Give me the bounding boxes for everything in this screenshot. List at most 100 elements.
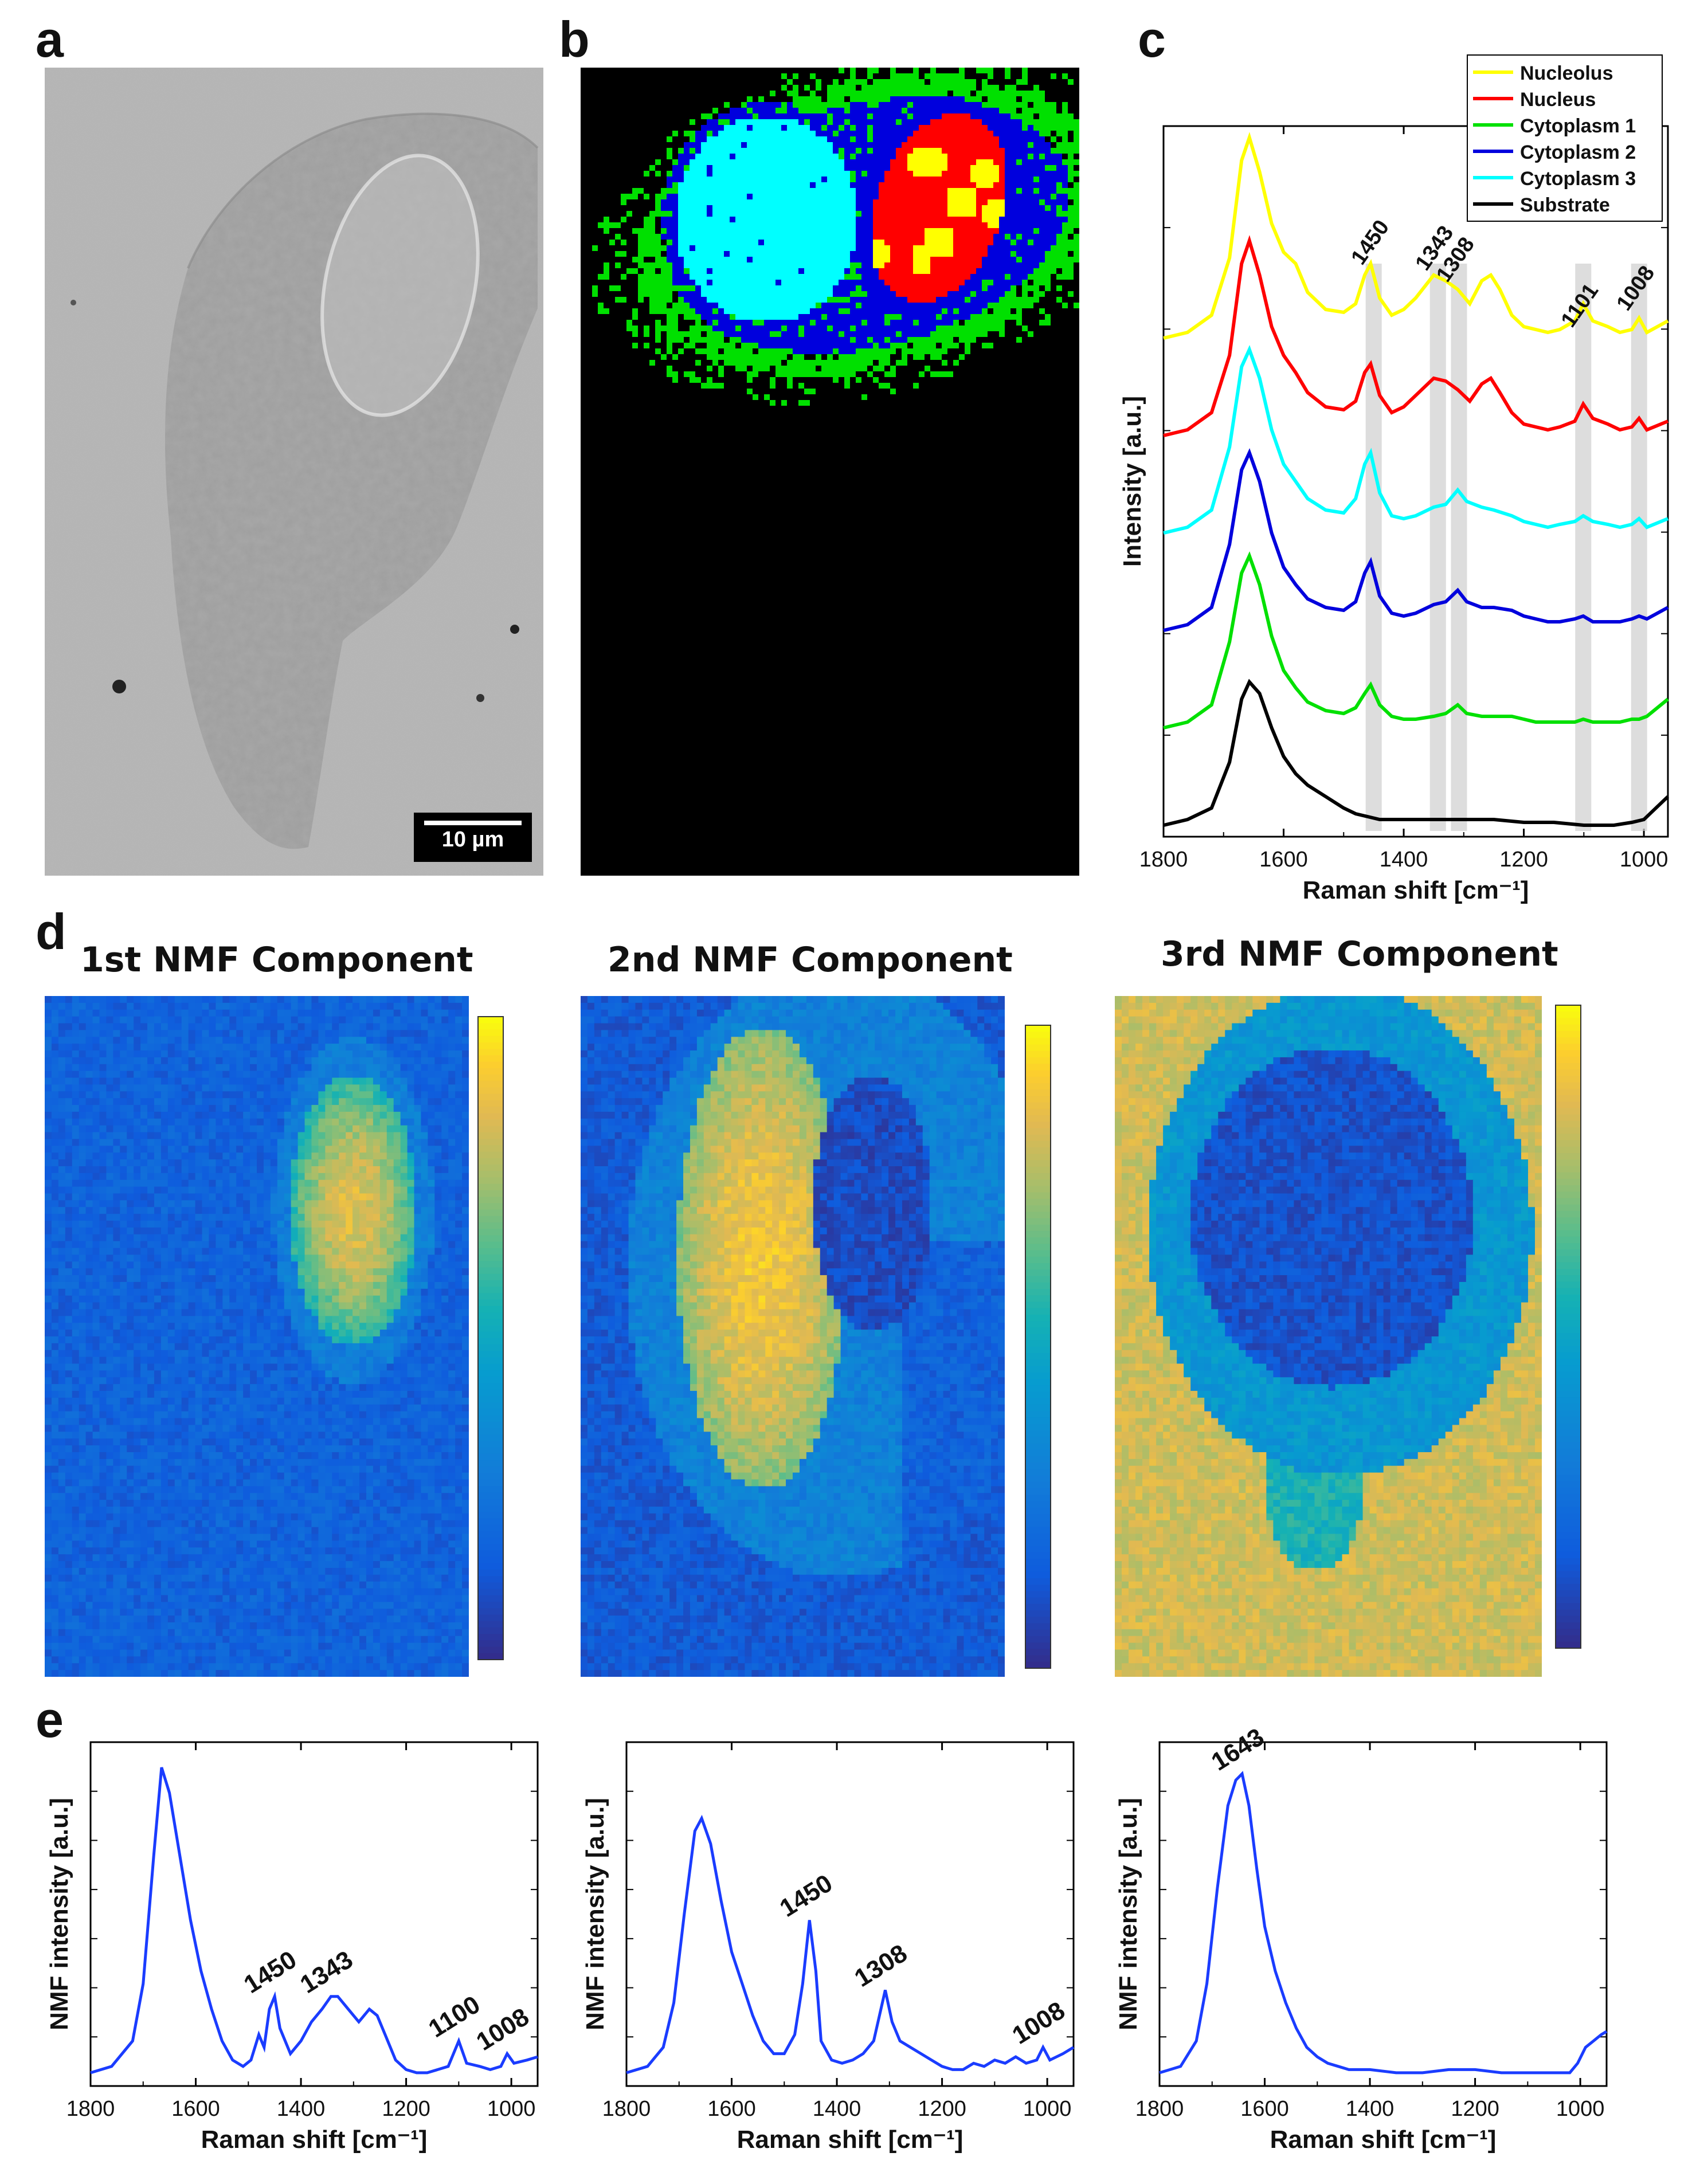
nmf-pixel	[332, 1064, 339, 1072]
cluster-pixel	[930, 96, 936, 102]
nmf-pixel	[428, 996, 435, 1003]
cluster-pixel	[695, 348, 701, 354]
cluster-pixel	[816, 274, 821, 280]
cluster-pixel	[896, 251, 902, 257]
nmf-pixel	[216, 1146, 223, 1153]
cluster-pixel	[982, 102, 988, 108]
nmf-pixel	[243, 1050, 250, 1058]
nmf-pixel	[140, 1050, 148, 1058]
nmf-pixel	[140, 1139, 148, 1146]
cluster-pixel	[988, 148, 993, 154]
cluster-pixel	[775, 113, 781, 119]
cluster-pixel	[775, 194, 781, 199]
cluster-pixel	[695, 251, 701, 257]
nmf-pixel	[297, 1016, 305, 1024]
nmf-pixel	[277, 1132, 285, 1140]
cluster-pixel	[1068, 177, 1074, 182]
cluster-pixel	[1016, 245, 1022, 251]
cluster-pixel	[827, 326, 833, 331]
cluster-pixel	[827, 91, 833, 96]
cluster-pixel	[925, 240, 930, 245]
cluster-pixel	[1028, 234, 1033, 240]
cluster-pixel	[913, 354, 919, 360]
cluster-pixel	[988, 285, 993, 291]
cluster-pixel	[1028, 148, 1033, 154]
nmf-pixel	[304, 996, 312, 1003]
cluster-pixel	[867, 297, 873, 303]
cluster-pixel	[890, 154, 896, 159]
nmf-pixel	[448, 1064, 456, 1072]
cluster-pixel	[913, 291, 919, 297]
cluster-pixel	[902, 131, 907, 136]
cluster-pixel	[1062, 222, 1068, 228]
cluster-pixel	[804, 131, 810, 136]
nmf-pixel	[257, 1057, 264, 1065]
peak-band	[1451, 264, 1467, 831]
nmf-pixel	[386, 1050, 394, 1058]
cluster-pixel	[896, 199, 902, 205]
cluster-pixel	[947, 96, 953, 102]
cluster-pixel	[1005, 108, 1010, 113]
nmf-pixel	[284, 1002, 292, 1010]
nmf-pixel	[393, 1125, 401, 1133]
cluster-pixel	[884, 297, 890, 303]
cluster-pixel	[667, 199, 672, 205]
cluster-pixel	[965, 228, 970, 234]
cluster-pixel	[747, 389, 753, 394]
cluster-pixel	[678, 148, 684, 154]
cluster-pixel	[821, 348, 827, 354]
cluster-pixel	[764, 320, 770, 326]
cluster-pixel	[758, 142, 764, 148]
cluster-pixel	[873, 257, 879, 262]
nmf-pixel	[455, 1023, 463, 1030]
cluster-pixel	[724, 280, 730, 285]
cluster-pixel	[873, 113, 879, 119]
cluster-pixel	[970, 102, 976, 108]
nmf-pixel	[92, 1002, 100, 1010]
cluster-pixel	[1062, 199, 1068, 205]
cluster-pixel	[844, 257, 850, 262]
cluster-pixel	[1039, 108, 1045, 113]
cluster-pixel	[1045, 131, 1051, 136]
cluster-pixel	[833, 303, 839, 308]
cluster-pixel	[959, 326, 965, 331]
nmf-pixel	[393, 1118, 401, 1126]
cluster-pixel	[672, 262, 678, 268]
nmf-pixel	[407, 1152, 415, 1160]
cluster-pixel	[690, 159, 695, 165]
nmf-pixel	[140, 1146, 148, 1153]
cluster-pixel	[861, 222, 867, 228]
cluster-pixel	[982, 194, 988, 199]
nmf-pixel	[250, 1105, 257, 1112]
cluster-pixel	[730, 113, 735, 119]
cluster-pixel	[930, 291, 936, 297]
cluster-pixel	[827, 343, 833, 348]
cluster-pixel	[1028, 194, 1033, 199]
cluster-pixel	[821, 217, 827, 222]
nmf-pixel	[311, 1071, 319, 1079]
cluster-pixel	[850, 91, 856, 96]
cluster-pixel	[861, 205, 867, 211]
cluster-pixel	[804, 331, 810, 337]
cluster-pixel	[1028, 171, 1033, 177]
cluster-pixel	[844, 159, 850, 165]
cluster-pixel	[821, 148, 827, 154]
cluster-pixel	[884, 136, 890, 142]
cluster-pixel	[827, 113, 833, 119]
cluster-pixel	[724, 257, 730, 262]
cluster-pixel	[741, 177, 747, 182]
cluster-pixel	[804, 234, 810, 240]
cluster-pixel	[890, 108, 896, 113]
cluster-pixel	[1068, 228, 1074, 234]
cluster-pixel	[684, 268, 690, 274]
cluster-pixel	[781, 251, 787, 257]
cluster-pixel	[1005, 131, 1010, 136]
cluster-pixel	[655, 308, 661, 314]
cluster-pixel	[861, 280, 867, 285]
nmf-pixel	[359, 1098, 367, 1105]
nmf-pixel	[229, 1111, 237, 1119]
cluster-pixel	[884, 142, 890, 148]
nmf-pixel	[85, 1146, 93, 1153]
cluster-pixel	[1028, 245, 1033, 251]
cluster-pixel	[684, 331, 690, 337]
